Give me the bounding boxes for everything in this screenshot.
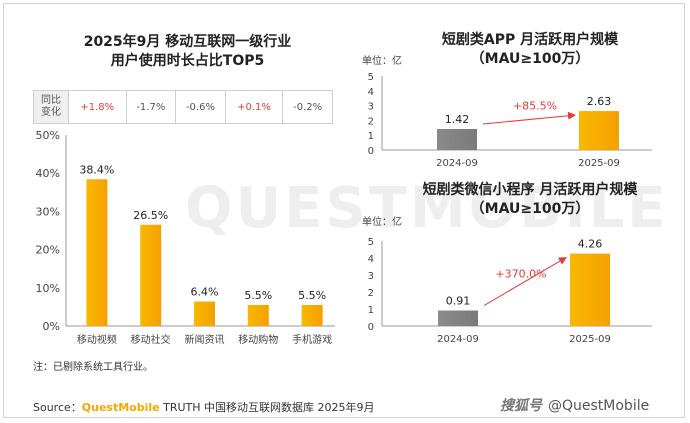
- yoy-header-line2: 变化: [41, 107, 61, 118]
- source-brand: QuestMobile: [81, 401, 160, 414]
- credit: 搜狐号 @QuestMobile: [500, 395, 649, 415]
- mini-y-tick-label: 1: [368, 305, 374, 316]
- app-title-line1: 短剧类APP 月活跃用户规模: [441, 32, 619, 48]
- app-growth-label: +85.5%: [513, 100, 557, 113]
- left-x-tick-label: 移动购物: [238, 333, 278, 346]
- mini-y-tick-label: 4: [368, 254, 374, 265]
- mini-y-tick-label: 2: [368, 288, 374, 299]
- app-bar: [579, 111, 619, 150]
- mini-growth-arrow: [483, 257, 567, 306]
- app-x-tick-label: 2025-09: [578, 158, 620, 169]
- left-bar-value-label: 6.4%: [191, 286, 219, 299]
- yoy-header: 同比 变化: [33, 90, 69, 124]
- left-x-tick-label: 移动社交: [131, 333, 171, 346]
- app-bar: [437, 128, 477, 150]
- left-x-tick-label: 手机游戏: [292, 333, 332, 346]
- mini-growth-label: +370.0%: [495, 268, 546, 281]
- mini-unit-label: 单位：亿: [362, 217, 402, 228]
- app-y-tick-label: 1: [368, 131, 374, 142]
- source-line: Source：QuestMobile TRUTH 中国移动互联网数据库 2025…: [33, 399, 375, 415]
- mini-y-tick-label: 0: [368, 322, 374, 333]
- app-y-tick-label: 5: [368, 72, 374, 83]
- left-bar-value-label: 26.5%: [133, 209, 168, 222]
- yoy-change-table: 同比 变化 +1.8% -1.7% -0.6% +0.1% -0.2%: [33, 90, 333, 124]
- left-chart-title: 2025年9月 移动互联网一级行业 用户使用时长占比TOP5: [35, 33, 340, 71]
- left-bar: [301, 304, 323, 326]
- left-y-tick-label: 20%: [36, 244, 60, 257]
- app-title-line2: （MAU≥100万）: [470, 51, 590, 67]
- yoy-cell-1: +1.8%: [68, 90, 127, 124]
- mini-y-tick-label: 3: [368, 271, 374, 282]
- watermark: QUESTMOBILE: [185, 176, 669, 241]
- mini-x-tick-label: 2024-09: [437, 334, 479, 345]
- left-x-tick-label: 移动视频: [77, 333, 117, 346]
- mini-title-line1: 短剧类微信小程序 月活跃用户规模: [422, 182, 638, 198]
- mini-bar-value-label: 0.91: [446, 295, 471, 308]
- mini-x-tick-label: 2025-09: [569, 334, 611, 345]
- left-y-tick-label: 10%: [36, 282, 60, 295]
- source-prefix: Source：: [33, 401, 82, 414]
- yoy-cell-2: -1.7%: [125, 90, 177, 124]
- left-x-tick-label: 新闻资讯: [185, 333, 225, 346]
- source-rest: TRUTH 中国移动互联网数据库 2025年9月: [159, 401, 375, 414]
- left-bar-value-label: 5.5%: [298, 289, 326, 302]
- mini-title-line2: （MAU≥100万）: [470, 201, 590, 217]
- mini-bar: [570, 253, 610, 326]
- left-title-line2: 用户使用时长占比TOP5: [110, 53, 265, 69]
- app-y-tick-label: 2: [368, 116, 374, 127]
- left-y-tick-label: 0%: [43, 320, 60, 333]
- app-chart-title: 短剧类APP 月活跃用户规模 （MAU≥100万）: [395, 31, 665, 69]
- left-y-tick-label: 30%: [36, 205, 60, 218]
- yoy-cell-5: -0.2%: [282, 90, 333, 124]
- app-y-tick-label: 0: [368, 146, 374, 157]
- left-bar: [247, 304, 269, 326]
- app-x-tick-label: 2024-09: [436, 158, 478, 169]
- footnote: 注：已剔除系统工具行业。: [33, 362, 153, 373]
- yoy-header-line1: 同比: [41, 95, 61, 106]
- app-unit-label: 单位：亿: [362, 56, 402, 67]
- left-bar: [140, 224, 162, 326]
- credit-tag: 搜狐号: [500, 398, 542, 414]
- left-y-tick-label: 50%: [36, 129, 60, 142]
- left-y-tick-label: 40%: [36, 167, 60, 180]
- mini-bar-value-label: 4.26: [578, 238, 603, 251]
- yoy-cell-3: -0.6%: [175, 90, 226, 124]
- left-bar: [194, 301, 215, 326]
- mini-bar: [438, 310, 478, 326]
- left-title-line1: 2025年9月 移动互联网一级行业: [83, 34, 292, 50]
- app-bar-value-label: 2.63: [587, 95, 612, 108]
- mini-y-tick-label: 5: [368, 237, 374, 248]
- mini-chart-title: 短剧类微信小程序 月活跃用户规模 （MAU≥100万）: [385, 181, 675, 219]
- left-bar: [86, 179, 108, 326]
- left-bar-value-label: 5.5%: [244, 289, 272, 302]
- app-bar-value-label: 1.42: [445, 113, 470, 126]
- app-y-tick-label: 3: [368, 102, 374, 113]
- left-bar-value-label: 38.4%: [79, 163, 114, 176]
- app-growth-arrow: [482, 111, 576, 125]
- credit-name: @QuestMobile: [548, 398, 650, 414]
- figure-frame: [3, 3, 685, 418]
- app-y-tick-label: 4: [368, 87, 374, 98]
